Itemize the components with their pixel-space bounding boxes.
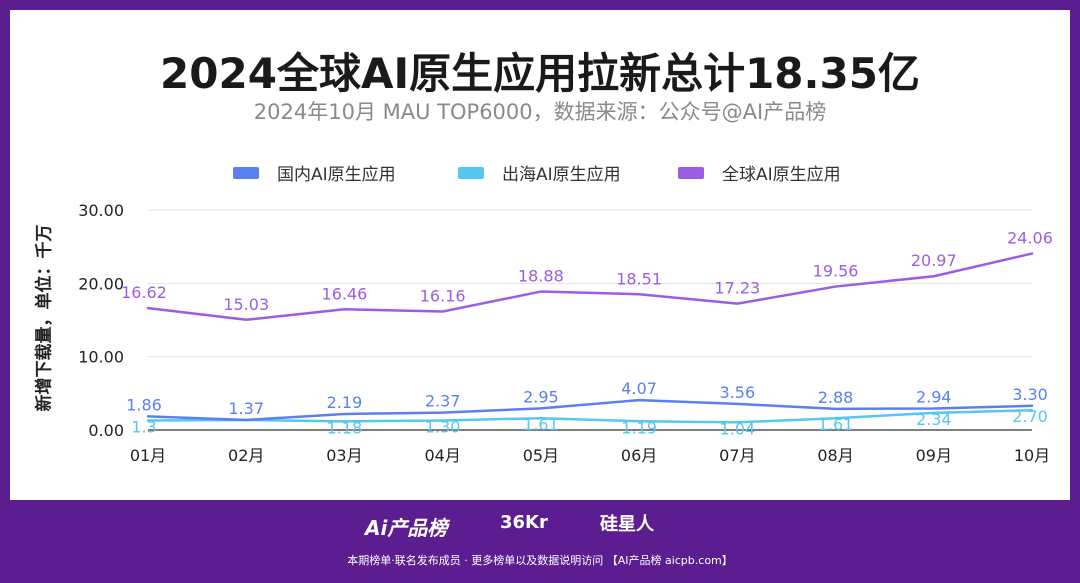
x-tick-label: 02月 — [228, 446, 264, 465]
data-label: 1.04 — [720, 419, 756, 438]
legend: 国内AI原生应用 出海AI原生应用 全球AI原生应用 — [0, 160, 1080, 186]
data-label: 4.07 — [621, 379, 657, 398]
data-label: 1.37 — [228, 399, 264, 418]
x-tick-label: 06月 — [621, 446, 657, 465]
legend-item-overseas: 出海AI原生应用 — [458, 160, 621, 185]
legend-item-domestic: 国内AI原生应用 — [233, 160, 396, 185]
x-tick-label: 03月 — [326, 446, 362, 465]
data-label: 2.34 — [916, 410, 952, 429]
data-label: 2.88 — [818, 388, 854, 407]
series-line — [146, 398, 1034, 422]
guixingren-logo: 硅星人 — [600, 514, 654, 535]
data-label: 1.3 — [131, 417, 156, 436]
chart-title: 2024全球AI原生应用拉新总计18.35亿 — [160, 49, 920, 98]
x-tick-label: 01月 — [130, 446, 166, 465]
footer-text: 本期榜单·联名发布成员 · 更多榜单以及数据说明访问 【AI产品榜 aicpb.… — [347, 554, 733, 567]
data-label: 1.61 — [523, 415, 559, 434]
data-label: 1.61 — [818, 415, 854, 434]
legend-label-global: 全球AI原生应用 — [722, 165, 841, 185]
data-label: 2.94 — [916, 387, 952, 406]
x-tick-label: 05月 — [523, 446, 559, 465]
data-label: 2.37 — [425, 392, 461, 411]
36kr-logo: 36Kr — [500, 512, 548, 533]
data-label: 16.62 — [121, 283, 167, 302]
data-label: 2.70 — [1012, 407, 1048, 426]
data-label: 17.23 — [714, 279, 760, 298]
aicpb-logo: Ai产品榜 — [365, 516, 448, 540]
data-label: 20.97 — [911, 251, 957, 270]
y-tick-label: 30.00 — [78, 201, 124, 220]
line-chart: 0.00 10.00 20.00 30.00 01月 02月 03月 04月 05月 06月 07月… — [78, 201, 1053, 465]
x-tick-label: 07月 — [719, 446, 755, 465]
data-label: 1.18 — [327, 418, 363, 437]
x-tick-label: 04月 — [424, 446, 460, 465]
data-label: 18.88 — [518, 267, 564, 286]
legend-swatch-domestic — [233, 166, 259, 179]
chart-subtitle: 2024年10月 MAU TOP6000，数据来源：公众号@AI产品榜 — [253, 100, 827, 124]
data-label: 1.30 — [425, 417, 461, 436]
data-label: 2.95 — [523, 387, 559, 406]
legend-item-global: 全球AI原生应用 — [678, 160, 841, 185]
legend-swatch-global — [678, 166, 704, 179]
y-tick-label: 10.00 — [78, 348, 124, 367]
y-tick-label: 20.00 — [78, 274, 124, 293]
y-tick-label: 0.00 — [88, 421, 124, 440]
data-label: 18.51 — [616, 269, 662, 288]
series-line — [146, 408, 1034, 424]
data-label: 16.46 — [322, 284, 368, 303]
data-label: 3.56 — [720, 383, 756, 402]
data-label: 3.30 — [1012, 385, 1048, 404]
x-tick-label: 08月 — [817, 446, 853, 465]
legend-label-domestic: 国内AI原生应用 — [277, 165, 396, 185]
data-label: 16.16 — [420, 286, 466, 305]
legend-swatch-overseas — [458, 166, 484, 179]
data-label: 1.19 — [621, 418, 657, 437]
series-line — [146, 252, 1034, 322]
data-label: 1.86 — [126, 395, 162, 414]
data-label: 24.06 — [1007, 229, 1053, 248]
legend-label-overseas: 出海AI原生应用 — [502, 165, 621, 185]
data-label: 2.19 — [327, 393, 363, 412]
data-label: 19.56 — [813, 262, 859, 281]
x-tick-label: 09月 — [916, 446, 952, 465]
x-tick-label: 10月 — [1014, 446, 1050, 465]
data-label: 15.03 — [223, 295, 269, 314]
